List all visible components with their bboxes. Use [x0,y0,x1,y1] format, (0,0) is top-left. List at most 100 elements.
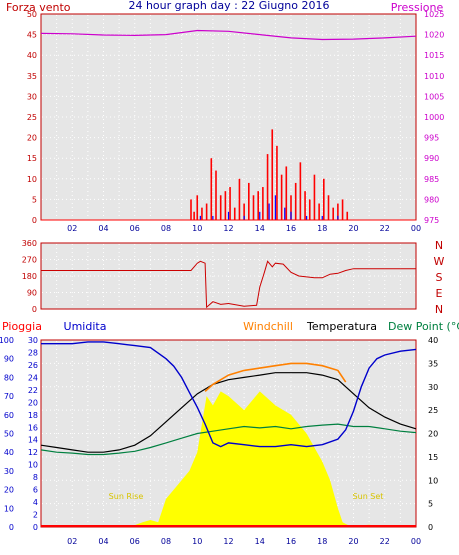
humidity-tick-label: 10 [28,461,38,470]
temperature-tick-label: 30 [428,383,438,392]
humidity-tick-label: 18 [28,411,38,420]
rain-tick-label: 10 [4,504,14,513]
dewpoint-header-label: Dew Point (°C [388,320,459,333]
rain-tick-label: 0 [9,523,14,532]
wind-tick-label: 5 [32,195,37,204]
wind-tick-label: 40 [27,51,37,60]
direction-tick-label: 90 [27,289,37,298]
humidity-tick-label: 16 [28,423,38,432]
windchill-header-label: Windchill [243,320,293,333]
pressure-tick-label: 980 [424,195,439,204]
direction-label-e: E [436,287,443,300]
direction-tick-label: 0 [32,305,37,314]
pressure-tick-label: 995 [424,134,439,143]
pressure-line [40,29,417,41]
x-tick-label-p3: 22 [380,537,390,546]
x-tick-label-p1: 10 [192,224,202,233]
chart-marks-layer: 5045403530252015105010251020101510101005… [0,10,444,546]
pressure-tick-label: 1015 [424,51,444,60]
x-tick-label-p1: 08 [161,224,171,233]
sunrise-annotation: Sun Rise [109,492,144,501]
humidity-line [41,341,417,448]
pressure-tick-label: 1005 [424,92,444,101]
chart-title: 24 hour graph day : 22 Giugno 2016 [128,0,329,12]
direction-label-s: S [436,271,443,284]
temperature-tick-label: 10 [428,476,438,485]
temperature-tick-label: 40 [428,336,438,345]
humidity-tick-label: 22 [28,386,38,395]
wind-tick-label: 20 [27,134,37,143]
temperature-tick-label: 25 [428,406,438,415]
humidity-tick-label: 4 [33,498,38,507]
x-tick-label-p3: 00 [411,537,421,546]
sunset-annotation: Sun Set [353,492,384,501]
x-tick-label-p3: 14 [255,537,265,546]
rain-tick-label: 90 [4,355,14,364]
rain-tick-label: 20 [4,486,14,495]
humidity-tick-label: 28 [28,348,38,357]
rain-tick-label: 30 [4,467,14,476]
x-tick-label-p3: 08 [161,537,171,546]
wind-tick-label: 50 [27,10,37,19]
rain-tick-label: 50 [4,430,14,439]
wind-tick-label: 15 [27,154,37,163]
x-tick-label-p3: 10 [192,537,202,546]
x-tick-label-p3: 12 [223,537,233,546]
temperature-tick-label: 5 [428,500,433,509]
wind-axis-label: Forza vento [6,1,71,14]
x-tick-label-p1: 20 [348,224,358,233]
temperature-line [40,372,417,453]
humidity-tick-label: 12 [28,448,38,457]
x-tick-label-p1: 14 [255,224,265,233]
wind-direction-line [41,260,416,309]
x-tick-label-p3: 02 [67,537,77,546]
wind-tick-label: 30 [27,92,37,101]
x-tick-label-p3: 20 [348,537,358,546]
humidity-tick-label: 2 [33,511,38,520]
humidity-header-label: Umidita [64,320,107,333]
temperature-tick-label: 0 [428,523,433,532]
pressure-tick-label: 990 [424,154,439,163]
pressure-tick-label: 1010 [424,72,444,81]
x-tick-label-p3: 18 [317,537,327,546]
pressure-tick-label: 975 [424,216,439,225]
rain-tick-label: 40 [4,448,14,457]
x-tick-label-p3: 04 [98,537,108,546]
wind-tick-label: 35 [27,72,37,81]
temperature-tick-label: 35 [428,359,438,368]
windchill-line [204,362,347,392]
temperature-header-label: Temperatura [306,320,377,333]
x-tick-label-p1: 18 [317,224,327,233]
direction-tick-label: 270 [22,256,37,265]
humidity-tick-label: 8 [33,473,38,482]
rain-header-label: Pioggia [2,320,42,333]
x-tick-label-p1: 22 [380,224,390,233]
pressure-tick-label: 1000 [424,113,444,122]
wind-tick-label: 0 [32,216,37,225]
pressure-tick-label: 1020 [424,31,444,40]
x-tick-label-p3: 16 [286,537,296,546]
humidity-tick-label: 6 [33,486,38,495]
direction-label-w: W [434,255,445,268]
humidity-tick-label: 20 [28,398,38,407]
x-tick-label-p1: 12 [223,224,233,233]
humidity-tick-label: 0 [33,523,38,532]
pressure-axis-label: Pressione [391,1,444,14]
wind-tick-label: 10 [27,175,37,184]
humidity-tick-label: 24 [28,373,38,382]
solar-radiation-area [126,391,385,527]
humidity-tick-label: 30 [28,336,38,345]
rain-tick-label: 60 [4,411,14,420]
direction-label-n-top: N [435,239,443,252]
direction-tick-label: 360 [22,239,37,248]
direction-tick-label: 180 [22,272,37,281]
x-tick-label-p3: 06 [130,537,140,546]
humidity-tick-label: 26 [28,361,38,370]
temperature-tick-label: 15 [428,453,438,462]
pressure-tick-label: 985 [424,175,439,184]
rain-tick-label: 80 [4,373,14,382]
wind-tick-label: 25 [27,113,37,122]
rain-tick-label: 70 [4,392,14,401]
direction-label-n-bottom: N [435,303,443,316]
